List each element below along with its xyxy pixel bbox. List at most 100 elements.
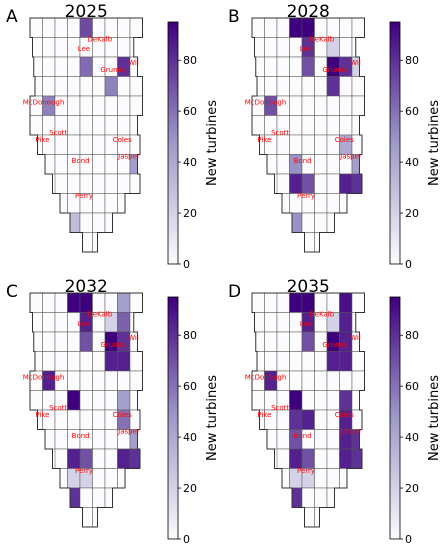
county-label: Pike (35, 136, 49, 144)
county-cell (92, 212, 106, 233)
county-cell (92, 448, 106, 469)
county-cell (301, 76, 315, 97)
county-cell (339, 390, 353, 411)
county-cell (79, 351, 93, 372)
county-cell (301, 487, 315, 508)
county-cell (54, 17, 68, 38)
county-label: Wil (128, 334, 139, 342)
county-cell (289, 390, 303, 411)
county-cell (42, 76, 56, 97)
colorbar-tick-label: 40 (183, 431, 197, 444)
county-label: Coles (335, 136, 354, 144)
colorbar-tick-label: 80 (405, 329, 419, 342)
county-cell (79, 448, 93, 469)
county-cell (67, 56, 81, 77)
county-cell (54, 154, 68, 175)
county-cell (54, 429, 68, 450)
county-label: Jasper (339, 152, 362, 160)
county-cell (67, 76, 81, 97)
county-cell (326, 173, 340, 194)
colorbar-tick-label: 60 (405, 105, 419, 118)
county-cell (82, 232, 93, 253)
county-cell (326, 370, 340, 391)
county-cell (117, 173, 131, 194)
county-cell (301, 448, 315, 469)
county-cell (67, 115, 81, 136)
county-cell (276, 134, 290, 155)
county-cell (129, 370, 143, 391)
county-cell (264, 331, 278, 352)
county-cell (104, 212, 113, 233)
panel-letter: A (6, 7, 18, 27)
panel-title: 2028 (287, 2, 330, 22)
county-label: Lee (78, 45, 90, 53)
county-cell (326, 212, 335, 233)
county-cell (301, 370, 315, 391)
county-cell (59, 468, 68, 489)
county-label: Bond (294, 157, 312, 165)
county-label: Bond (72, 157, 90, 165)
county-cell (44, 154, 56, 175)
county-cell (264, 37, 278, 58)
colorbar-tick-label: 60 (183, 380, 197, 393)
county-cell (276, 292, 290, 313)
county-cell (92, 76, 106, 97)
county-cell (92, 409, 106, 430)
county-cell (291, 487, 303, 508)
county-cell (256, 76, 265, 97)
county-label: Scott (271, 129, 289, 137)
county-label: DeKalb (309, 35, 334, 43)
county-label: Coles (113, 136, 132, 144)
county-cell (326, 468, 340, 489)
county-cell (339, 448, 353, 469)
county-cell (326, 154, 340, 175)
county-label: Jasper (339, 427, 362, 435)
county-cell (314, 448, 328, 469)
county-cell (67, 331, 81, 352)
county-cell (42, 351, 56, 372)
colorbar-tick-label: 40 (405, 431, 419, 444)
county-cell (301, 173, 315, 194)
county-cell (339, 351, 353, 372)
county-label: Perry (297, 467, 315, 475)
county-cell (255, 331, 265, 352)
county-cell (281, 193, 290, 214)
county-cell (67, 351, 81, 372)
county-cell (29, 292, 43, 313)
county-cell (351, 351, 365, 372)
county-cell (264, 56, 278, 77)
county-cell (264, 17, 278, 38)
county-cell (339, 292, 353, 313)
colorbar-tick-label: 80 (183, 329, 197, 342)
county-cell (92, 487, 106, 508)
county-cell (326, 487, 335, 508)
county-cell (326, 193, 340, 214)
county-cell (276, 312, 290, 333)
county-cell (129, 351, 143, 372)
county-cell (301, 351, 315, 372)
county-label: McDonough (23, 374, 65, 382)
county-cell (42, 56, 56, 77)
county-cell (326, 390, 340, 411)
county-cell (251, 115, 265, 136)
county-cell (351, 448, 363, 469)
county-label: Scott (271, 404, 289, 412)
county-cell (301, 390, 315, 411)
county-cell (129, 292, 143, 313)
county-cell (92, 193, 106, 214)
county-cell (69, 487, 81, 508)
county-cell (326, 429, 340, 450)
county-cell (92, 468, 106, 489)
county-cell (117, 448, 131, 469)
county-cell (117, 312, 131, 333)
county-label: DeKalb (87, 310, 112, 318)
county-cell (339, 173, 353, 194)
county-cell (289, 370, 303, 391)
county-cell (276, 351, 290, 372)
county-cell (289, 115, 303, 136)
county-cell (351, 292, 365, 313)
county-cell (79, 95, 93, 116)
county-label: Grundy (100, 341, 126, 349)
